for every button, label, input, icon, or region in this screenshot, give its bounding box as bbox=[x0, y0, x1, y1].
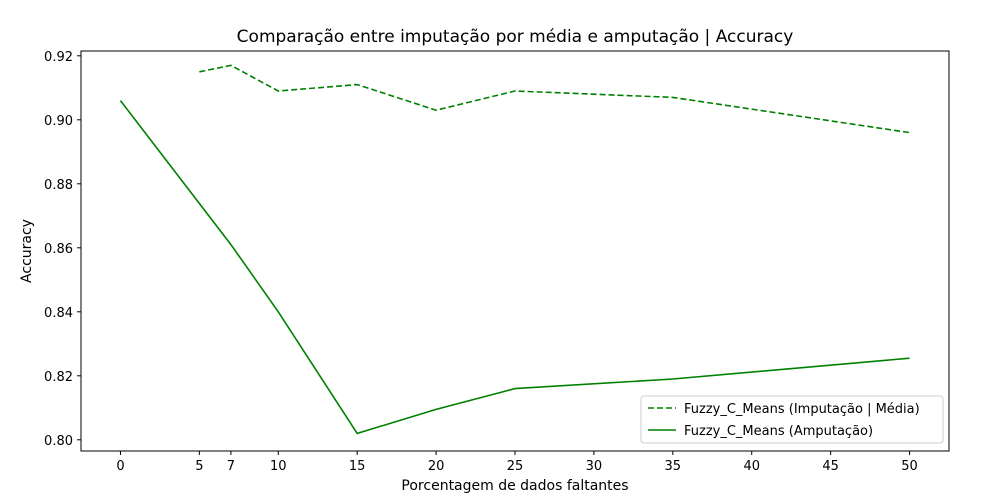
x-tick-label: 15 bbox=[349, 459, 366, 474]
series-line-imputacao bbox=[199, 64, 910, 134]
legend: Fuzzy_C_Means (Imputação | Média) Fuzzy_C… bbox=[640, 395, 944, 444]
x-tick-label: 45 bbox=[822, 459, 839, 474]
series-line-amputacao bbox=[119, 100, 910, 435]
y-tick-label: 0.88 bbox=[44, 178, 73, 193]
y-tick-label: 0.82 bbox=[44, 370, 73, 385]
y-tick-label: 0.80 bbox=[44, 434, 73, 449]
x-tick-label: 20 bbox=[428, 459, 445, 474]
x-axis-label: Porcentagem de dados faltantes bbox=[401, 478, 628, 494]
x-tick-label: 30 bbox=[586, 459, 603, 474]
legend-box bbox=[640, 395, 944, 444]
y-tick-label: 0.90 bbox=[44, 114, 73, 129]
y-tick-label: 0.84 bbox=[44, 306, 73, 321]
x-tick-label: 10 bbox=[270, 459, 287, 474]
x-tick-label: 50 bbox=[901, 459, 918, 474]
legend-label: Fuzzy_C_Means (Amputação) bbox=[684, 424, 873, 439]
x-tick-label: 40 bbox=[743, 459, 760, 474]
legend-label: Fuzzy_C_Means (Imputação | Média) bbox=[684, 402, 920, 417]
x-tick-label: 7 bbox=[227, 459, 235, 474]
x-tick-label: 25 bbox=[507, 459, 524, 474]
y-axis-label: Accuracy bbox=[19, 219, 35, 283]
y-tick-label: 0.86 bbox=[44, 242, 73, 257]
x-tick-label: 35 bbox=[665, 459, 682, 474]
x-tick-label: 5 bbox=[195, 459, 203, 474]
plot-frame bbox=[80, 50, 950, 452]
chart-title: Comparação entre imputação por média e a… bbox=[237, 27, 794, 47]
y-tick-label: 0.92 bbox=[44, 50, 73, 65]
x-tick-label: 0 bbox=[116, 459, 124, 474]
